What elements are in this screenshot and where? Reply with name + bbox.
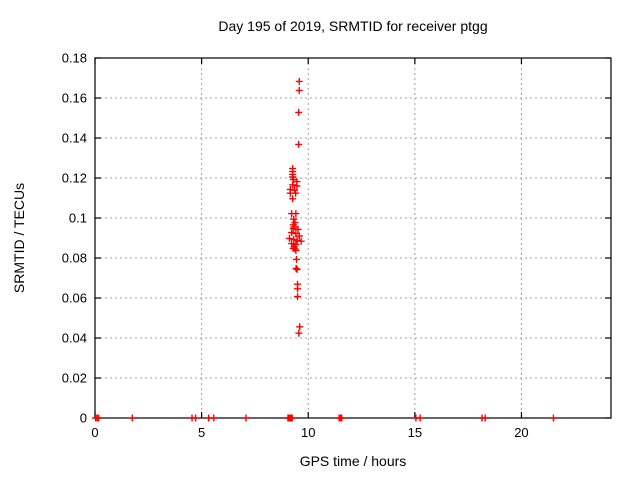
data-point [289,181,297,189]
data-point [481,414,489,422]
data-point [293,182,301,190]
y-tick-label: 0 [80,411,87,426]
data-point [549,414,557,422]
data-point [291,245,299,253]
data-point [294,225,302,233]
data-point [295,86,303,94]
data-point [296,323,304,331]
data-point [293,265,301,273]
y-axis-label: SRMTID / TECUs [11,183,27,293]
y-tick-label: 0.04 [62,331,87,346]
data-point [294,285,302,293]
data-point [292,189,300,197]
x-tick-label: 5 [198,425,205,440]
data-point [295,232,303,240]
data-point [289,224,297,232]
y-tick-label: 0.08 [62,251,87,266]
data-point [290,223,298,231]
data-point [128,414,136,422]
data-point [295,108,303,116]
data-point [295,329,303,337]
data-point [290,235,298,243]
y-tick-label: 0.18 [62,51,87,66]
data-point [295,77,303,85]
data-point [294,293,302,301]
x-tick-label: 20 [514,425,528,440]
data-point [293,236,301,244]
y-tick-label: 0.16 [62,91,87,106]
y-tick-label: 0.1 [69,211,87,226]
grid-lines [95,58,611,418]
x-axis-label: GPS time / hours [300,453,407,469]
data-point [285,234,293,242]
plot-border [94,57,612,419]
data-point [289,195,297,203]
data-point [292,255,300,263]
y-tick-label: 0.06 [62,291,87,306]
data-point [288,229,296,237]
x-tick-label: 0 [91,425,98,440]
data-point [192,414,200,422]
y-tick-label: 0.02 [62,371,87,386]
chart-title: Day 195 of 2019, SRMTID for receiver ptg… [218,18,487,34]
data-point [292,264,300,272]
data-point [95,414,103,422]
data-point [210,414,218,422]
data-point [338,414,346,422]
plot-frame [94,57,612,419]
data-point [295,140,303,148]
data-point [288,414,296,422]
data-points [92,77,557,422]
y-tick-label: 0.12 [62,171,87,186]
data-point [416,414,424,422]
x-tick-label: 15 [408,425,422,440]
tick-labels: 0 5 10 15 20 0 0.02 0.04 0.06 0.08 0.1 0.12 0.14 0.16… [62,51,529,441]
x-tick-label: 10 [301,425,315,440]
data-point [292,246,300,254]
y-tick-label: 0.14 [62,131,87,146]
data-point [297,237,305,245]
data-point [242,414,250,422]
data-point [292,210,300,218]
